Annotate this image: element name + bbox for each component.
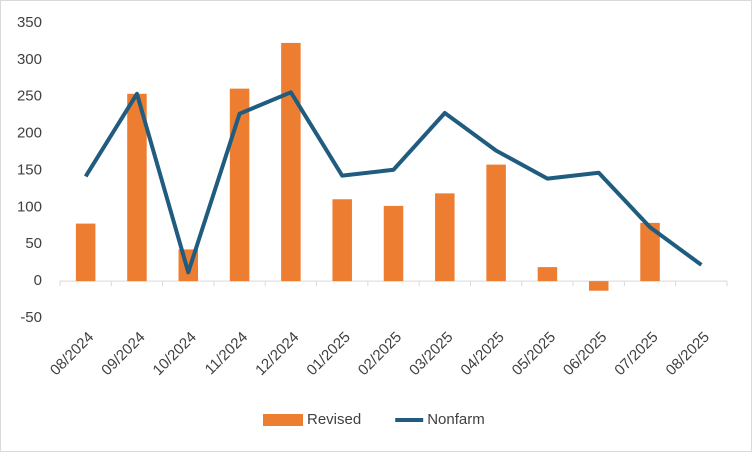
bar <box>588 281 609 291</box>
bar <box>229 88 250 282</box>
legend-label: Revised <box>307 411 361 428</box>
legend-swatch <box>263 414 303 426</box>
line <box>83 90 703 275</box>
y-tick-label: 0 <box>34 272 42 289</box>
bar <box>127 93 147 282</box>
bar <box>332 199 352 282</box>
bar <box>640 222 660 282</box>
y-tick-label: 100 <box>17 198 42 215</box>
y-tick-label: 350 <box>17 14 42 31</box>
bar <box>486 164 506 282</box>
bar <box>383 205 404 282</box>
y-tick-label: 200 <box>17 125 42 142</box>
y-tick-label: 50 <box>25 235 42 252</box>
bar <box>435 193 455 282</box>
bar <box>537 267 558 282</box>
y-tick-label: 150 <box>17 161 42 178</box>
bar <box>75 223 96 282</box>
y-tick-label: 250 <box>17 88 42 105</box>
y-tick-label: -50 <box>20 309 42 326</box>
y-tick-label: 300 <box>17 51 42 68</box>
legend-label: Nonfarm <box>427 411 485 428</box>
bar <box>281 42 301 282</box>
